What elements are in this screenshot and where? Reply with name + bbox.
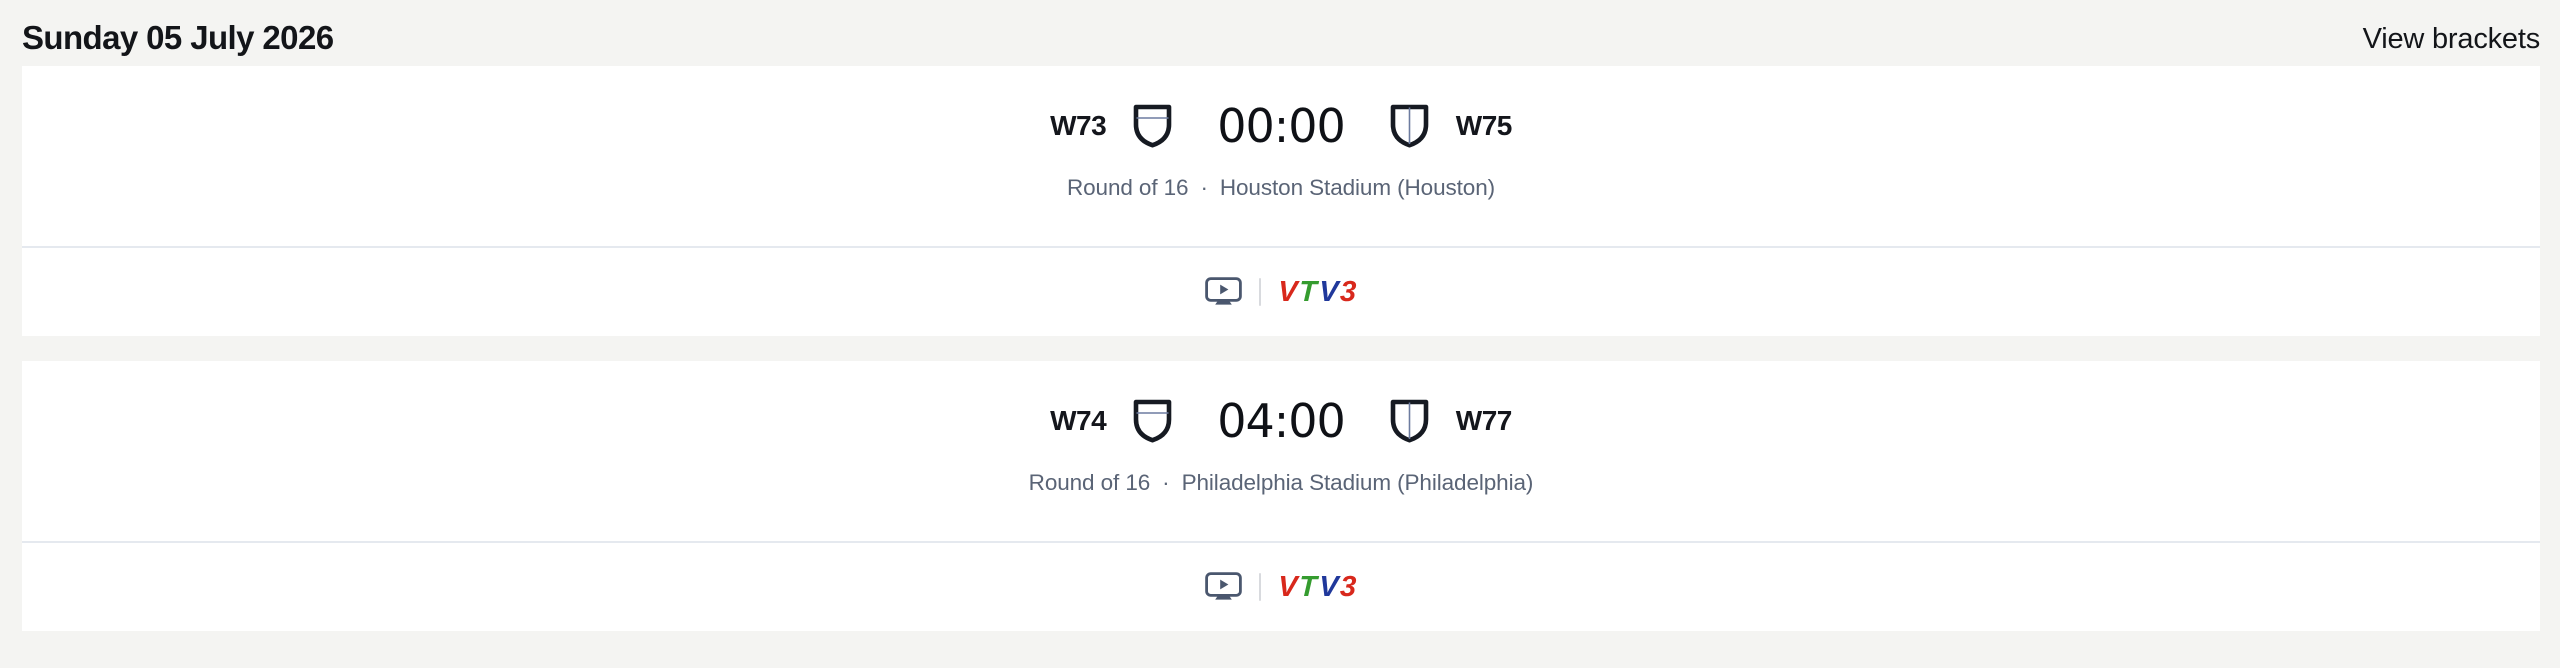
kickoff-time: 00:00: [1217, 98, 1346, 153]
match-row: W74 04:00 W77: [1050, 397, 1512, 444]
home-team-code: W73: [1050, 109, 1107, 141]
match-meta: Round of 16 · Houston Stadium (Houston): [1067, 174, 1495, 201]
vtv-letter: 3: [1339, 570, 1354, 603]
vtv-letter: 3: [1339, 275, 1354, 308]
home-team-shield-icon: [1133, 399, 1172, 442]
vtv-letter: V: [1318, 570, 1336, 603]
vtv-letter: V: [1318, 275, 1336, 308]
view-brackets-link[interactable]: View brackets: [2362, 23, 2541, 55]
vtv3-channel-logo: V T V 3: [1277, 275, 1358, 308]
schedule-header: Sunday 05 July 2026 View brackets: [0, 0, 2560, 66]
home-team-code: W74: [1050, 404, 1107, 436]
date-heading: Sunday 05 July 2026: [22, 19, 334, 56]
home-team-shield-icon: [1133, 104, 1172, 147]
tv-play-icon: [1204, 277, 1242, 305]
match-list: W73 00:00 W75 Round of 16 · Houston Stad…: [22, 66, 2540, 631]
away-team-code: W77: [1455, 404, 1513, 436]
match-meta: Round of 16 · Philadelphia Stadium (Phil…: [1029, 469, 1534, 496]
match-summary[interactable]: W74 04:00 W77 Round of 16 · Philadelphia…: [22, 361, 2540, 541]
match-card: W74 04:00 W77 Round of 16 · Philadelphia…: [22, 361, 2540, 631]
meta-separator: ·: [1162, 470, 1170, 495]
round-label: Round of 16: [1028, 470, 1151, 495]
match-card: W73 00:00 W75 Round of 16 · Houston Stad…: [22, 66, 2540, 336]
venue-label: Houston Stadium (Houston): [1219, 175, 1496, 200]
away-team-shield-icon: [1390, 104, 1429, 147]
broadcast-strip: V T V 3: [22, 541, 2540, 631]
match-row: W73 00:00 W75: [1050, 102, 1512, 149]
vtv3-channel-logo: V T V 3: [1277, 570, 1358, 603]
vtv-letter: V: [1277, 275, 1295, 308]
kickoff-time: 04:00: [1217, 393, 1346, 448]
meta-separator: ·: [1200, 175, 1208, 200]
broadcast-strip: V T V 3: [22, 246, 2540, 336]
venue-label: Philadelphia Stadium (Philadelphia): [1181, 470, 1534, 495]
round-label: Round of 16: [1066, 175, 1189, 200]
vtv-letter: V: [1277, 570, 1295, 603]
vertical-divider: [1258, 573, 1261, 601]
vtv-letter: T: [1298, 275, 1315, 308]
away-team-code: W75: [1455, 109, 1513, 141]
match-summary[interactable]: W73 00:00 W75 Round of 16 · Houston Stad…: [22, 66, 2540, 246]
away-team-shield-icon: [1390, 399, 1429, 442]
tv-play-icon: [1204, 572, 1242, 600]
vtv-letter: T: [1298, 570, 1315, 603]
vertical-divider: [1258, 278, 1261, 306]
